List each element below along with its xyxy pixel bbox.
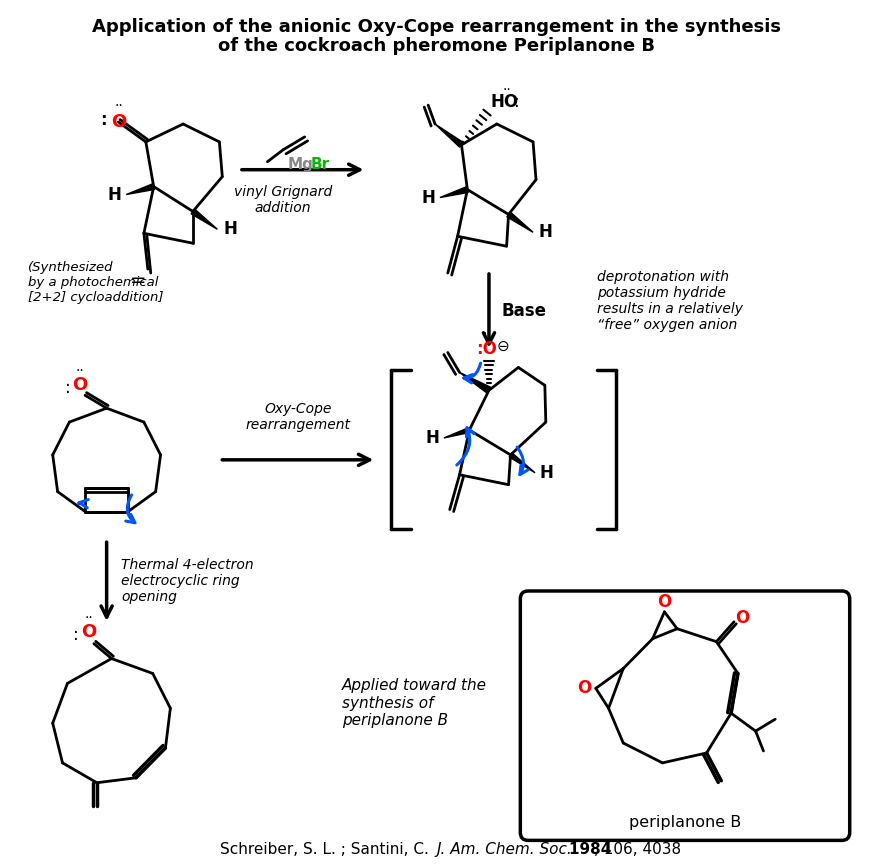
Text: ··: ··: [85, 611, 94, 625]
Polygon shape: [460, 372, 490, 393]
Text: vinyl Grignard
addition: vinyl Grignard addition: [234, 185, 332, 214]
Polygon shape: [509, 453, 535, 473]
Text: H: H: [223, 220, 237, 239]
Text: Oxy-Cope
rearrangement: Oxy-Cope rearrangement: [246, 402, 350, 432]
Text: periplanone B: periplanone B: [629, 815, 741, 830]
Text: ··: ··: [76, 365, 85, 378]
Text: of the cockroach pheromone Periplanone B: of the cockroach pheromone Periplanone B: [218, 36, 656, 55]
Polygon shape: [440, 187, 468, 198]
Polygon shape: [435, 124, 463, 148]
Text: 1984: 1984: [564, 842, 612, 857]
Text: Schreiber, S. L. ; Santini, C.: Schreiber, S. L. ; Santini, C.: [220, 842, 437, 857]
Text: H: H: [539, 223, 552, 241]
Text: H: H: [540, 464, 554, 482]
Text: H: H: [425, 429, 439, 447]
Text: Base: Base: [502, 302, 547, 319]
Text: deprotonation with
potassium hydride
results in a relatively
“free” oxygen anion: deprotonation with potassium hydride res…: [597, 270, 743, 332]
Text: ··: ··: [482, 326, 491, 340]
Text: O: O: [657, 593, 671, 611]
Text: H: H: [108, 186, 121, 203]
Text: , 106, 4038: , 106, 4038: [593, 842, 681, 857]
Text: J. Am. Chem. Soc.: J. Am. Chem. Soc.: [437, 842, 572, 857]
Text: O: O: [735, 608, 749, 627]
Text: :: :: [73, 626, 80, 644]
Polygon shape: [507, 212, 533, 233]
Text: :: :: [100, 111, 107, 129]
Text: Applied toward the
synthesis of
periplanone B: Applied toward the synthesis of periplan…: [342, 679, 487, 728]
Text: :: :: [515, 93, 520, 111]
Text: O: O: [73, 377, 87, 394]
Text: O: O: [81, 622, 97, 641]
Text: HO: HO: [491, 93, 519, 111]
Polygon shape: [191, 209, 218, 229]
Text: O: O: [111, 113, 126, 131]
Text: Application of the anionic Oxy-Cope rearrangement in the synthesis: Application of the anionic Oxy-Cope rear…: [93, 17, 781, 36]
Text: H: H: [421, 188, 435, 207]
Text: Thermal 4-electron
electrocyclic ring
opening: Thermal 4-electron electrocyclic ring op…: [121, 558, 254, 604]
Text: ··: ··: [114, 99, 122, 113]
Text: =: =: [129, 272, 146, 291]
Text: ⊖: ⊖: [496, 339, 509, 354]
FancyBboxPatch shape: [520, 591, 850, 840]
Text: ··: ··: [503, 83, 511, 97]
Text: Mg: Mg: [288, 157, 314, 172]
Text: O: O: [577, 680, 591, 697]
Polygon shape: [126, 184, 155, 194]
Text: :O: :O: [476, 339, 497, 358]
Text: (Synthesized
by a photochemical
[2+2] cycloaddition]: (Synthesized by a photochemical [2+2] cy…: [28, 261, 163, 304]
Polygon shape: [444, 428, 470, 438]
Text: Br: Br: [311, 157, 329, 172]
Text: :: :: [65, 379, 70, 398]
